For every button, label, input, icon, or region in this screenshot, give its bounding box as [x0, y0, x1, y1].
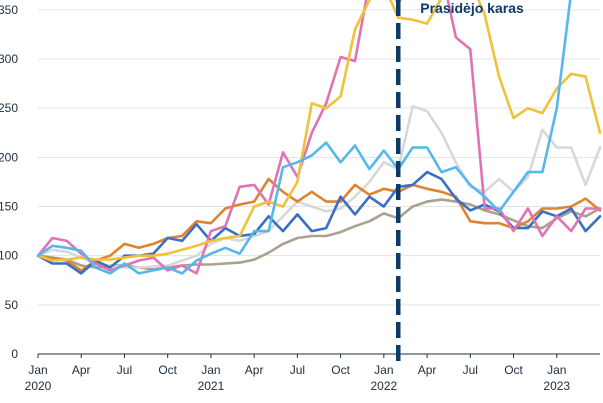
series-line-6 [36, 0, 602, 262]
x-tick-label-month: Jul [290, 363, 305, 377]
x-axis-tick-labels: Jan 2020 Apr Jul Oct Jan 2021 Apr Jul Oct Jan 2022 A… [25, 354, 570, 393]
y-tick-label: 150 [0, 200, 18, 214]
x-tick-label-month: Oct [504, 363, 523, 377]
series-lines [36, 0, 602, 275]
y-tick-label: 200 [0, 150, 18, 164]
y-tick-label: 0 [11, 347, 18, 361]
y-tick-label: 100 [0, 249, 18, 263]
x-tick-label-year: 2021 [198, 379, 225, 393]
y-tick-label: 250 [0, 101, 18, 115]
war-start-annotation-label: Prasidėjo karas [420, 0, 524, 16]
x-tick-label-year: 2020 [25, 379, 52, 393]
x-tick-label-month: Oct [158, 363, 177, 377]
x-tick-label-month: Jan [28, 363, 47, 377]
series-line-7 [36, 0, 572, 275]
x-tick-label-year: 2023 [543, 379, 570, 393]
x-tick-label-month: Jul [463, 363, 478, 377]
series-line-5 [36, 0, 602, 275]
x-tick-label-month: Jan [547, 363, 566, 377]
x-tick-label-month: Jan [201, 363, 220, 377]
y-tick-label: 50 [5, 298, 19, 312]
y-tick-label: 300 [0, 52, 18, 66]
x-tick-label-month: Apr [418, 363, 437, 377]
y-tick-label: 350 [0, 3, 18, 17]
x-tick-label-month: Jan [374, 363, 393, 377]
x-tick-label-month: Apr [72, 363, 91, 377]
x-tick-label-year: 2022 [370, 379, 397, 393]
x-tick-label-month: Apr [245, 363, 264, 377]
gridlines [38, 9, 600, 306]
y-axis-tick-labels: 0 50 100 150 200 250 300 350 [0, 3, 18, 361]
series-line-3 [36, 177, 602, 272]
x-tick-label-month: Jul [117, 363, 132, 377]
x-tick-label-month: Oct [331, 363, 350, 377]
